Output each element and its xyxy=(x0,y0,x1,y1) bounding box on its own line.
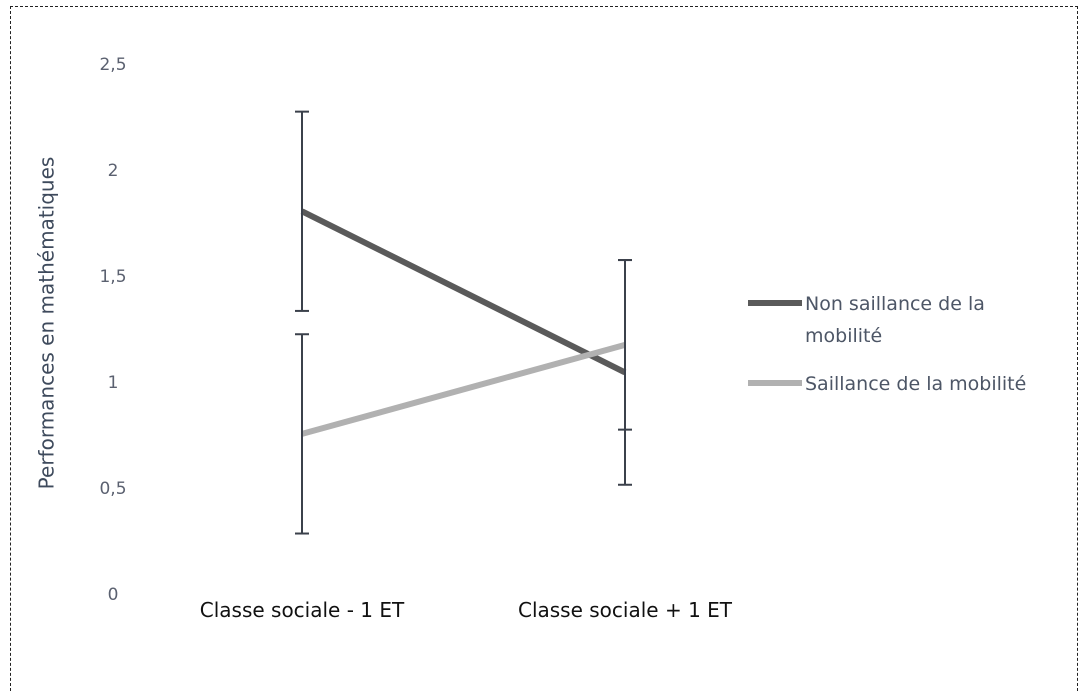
error-bar xyxy=(295,110,309,312)
y-axis-label: Performances en mathématiques xyxy=(35,157,59,490)
legend-label: Saillance de la mobilité xyxy=(805,373,1027,395)
frame xyxy=(10,6,1078,693)
y-tick-label: 2 xyxy=(108,161,119,181)
x-tick-label: Classe sociale + 1 ET xyxy=(517,598,732,622)
y-tick-label: 0 xyxy=(108,585,119,605)
x-tick-label: Classe sociale - 1 ET xyxy=(199,598,405,622)
y-tick-label: 1 xyxy=(108,373,119,393)
y-tick-label: 2,5 xyxy=(99,55,126,75)
y-tick-label: 0,5 xyxy=(99,479,126,499)
line xyxy=(300,208,627,376)
legend-label: Non saillance de la mobilité xyxy=(805,293,985,347)
line xyxy=(301,341,626,437)
y-tick-label: 1,5 xyxy=(99,267,126,287)
error-bar xyxy=(618,259,632,431)
error-bar xyxy=(295,333,309,535)
